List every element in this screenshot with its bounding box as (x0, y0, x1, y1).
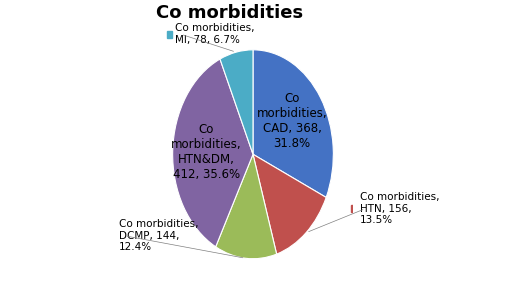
Text: Co morbidities,
HTN, 156,
13.5%: Co morbidities, HTN, 156, 13.5% (359, 192, 438, 225)
Bar (351, 205, 357, 212)
Wedge shape (252, 50, 333, 197)
Text: Co morbidities,
MI, 78, 6.7%: Co morbidities, MI, 78, 6.7% (175, 23, 254, 45)
Text: Co morbidities: Co morbidities (156, 4, 302, 22)
Wedge shape (220, 50, 252, 154)
Text: Co morbidities,
DCMP, 144,
12.4%: Co morbidities, DCMP, 144, 12.4% (119, 219, 198, 252)
Wedge shape (252, 154, 326, 254)
Text: Co
morbidities,
CAD, 368,
31.8%: Co morbidities, CAD, 368, 31.8% (257, 92, 327, 151)
Bar (166, 31, 172, 38)
Text: Co
morbidities,
HTN&DM,
412, 35.6%: Co morbidities, HTN&DM, 412, 35.6% (171, 123, 241, 181)
Wedge shape (172, 59, 252, 247)
Bar (110, 232, 116, 239)
Wedge shape (215, 154, 276, 259)
